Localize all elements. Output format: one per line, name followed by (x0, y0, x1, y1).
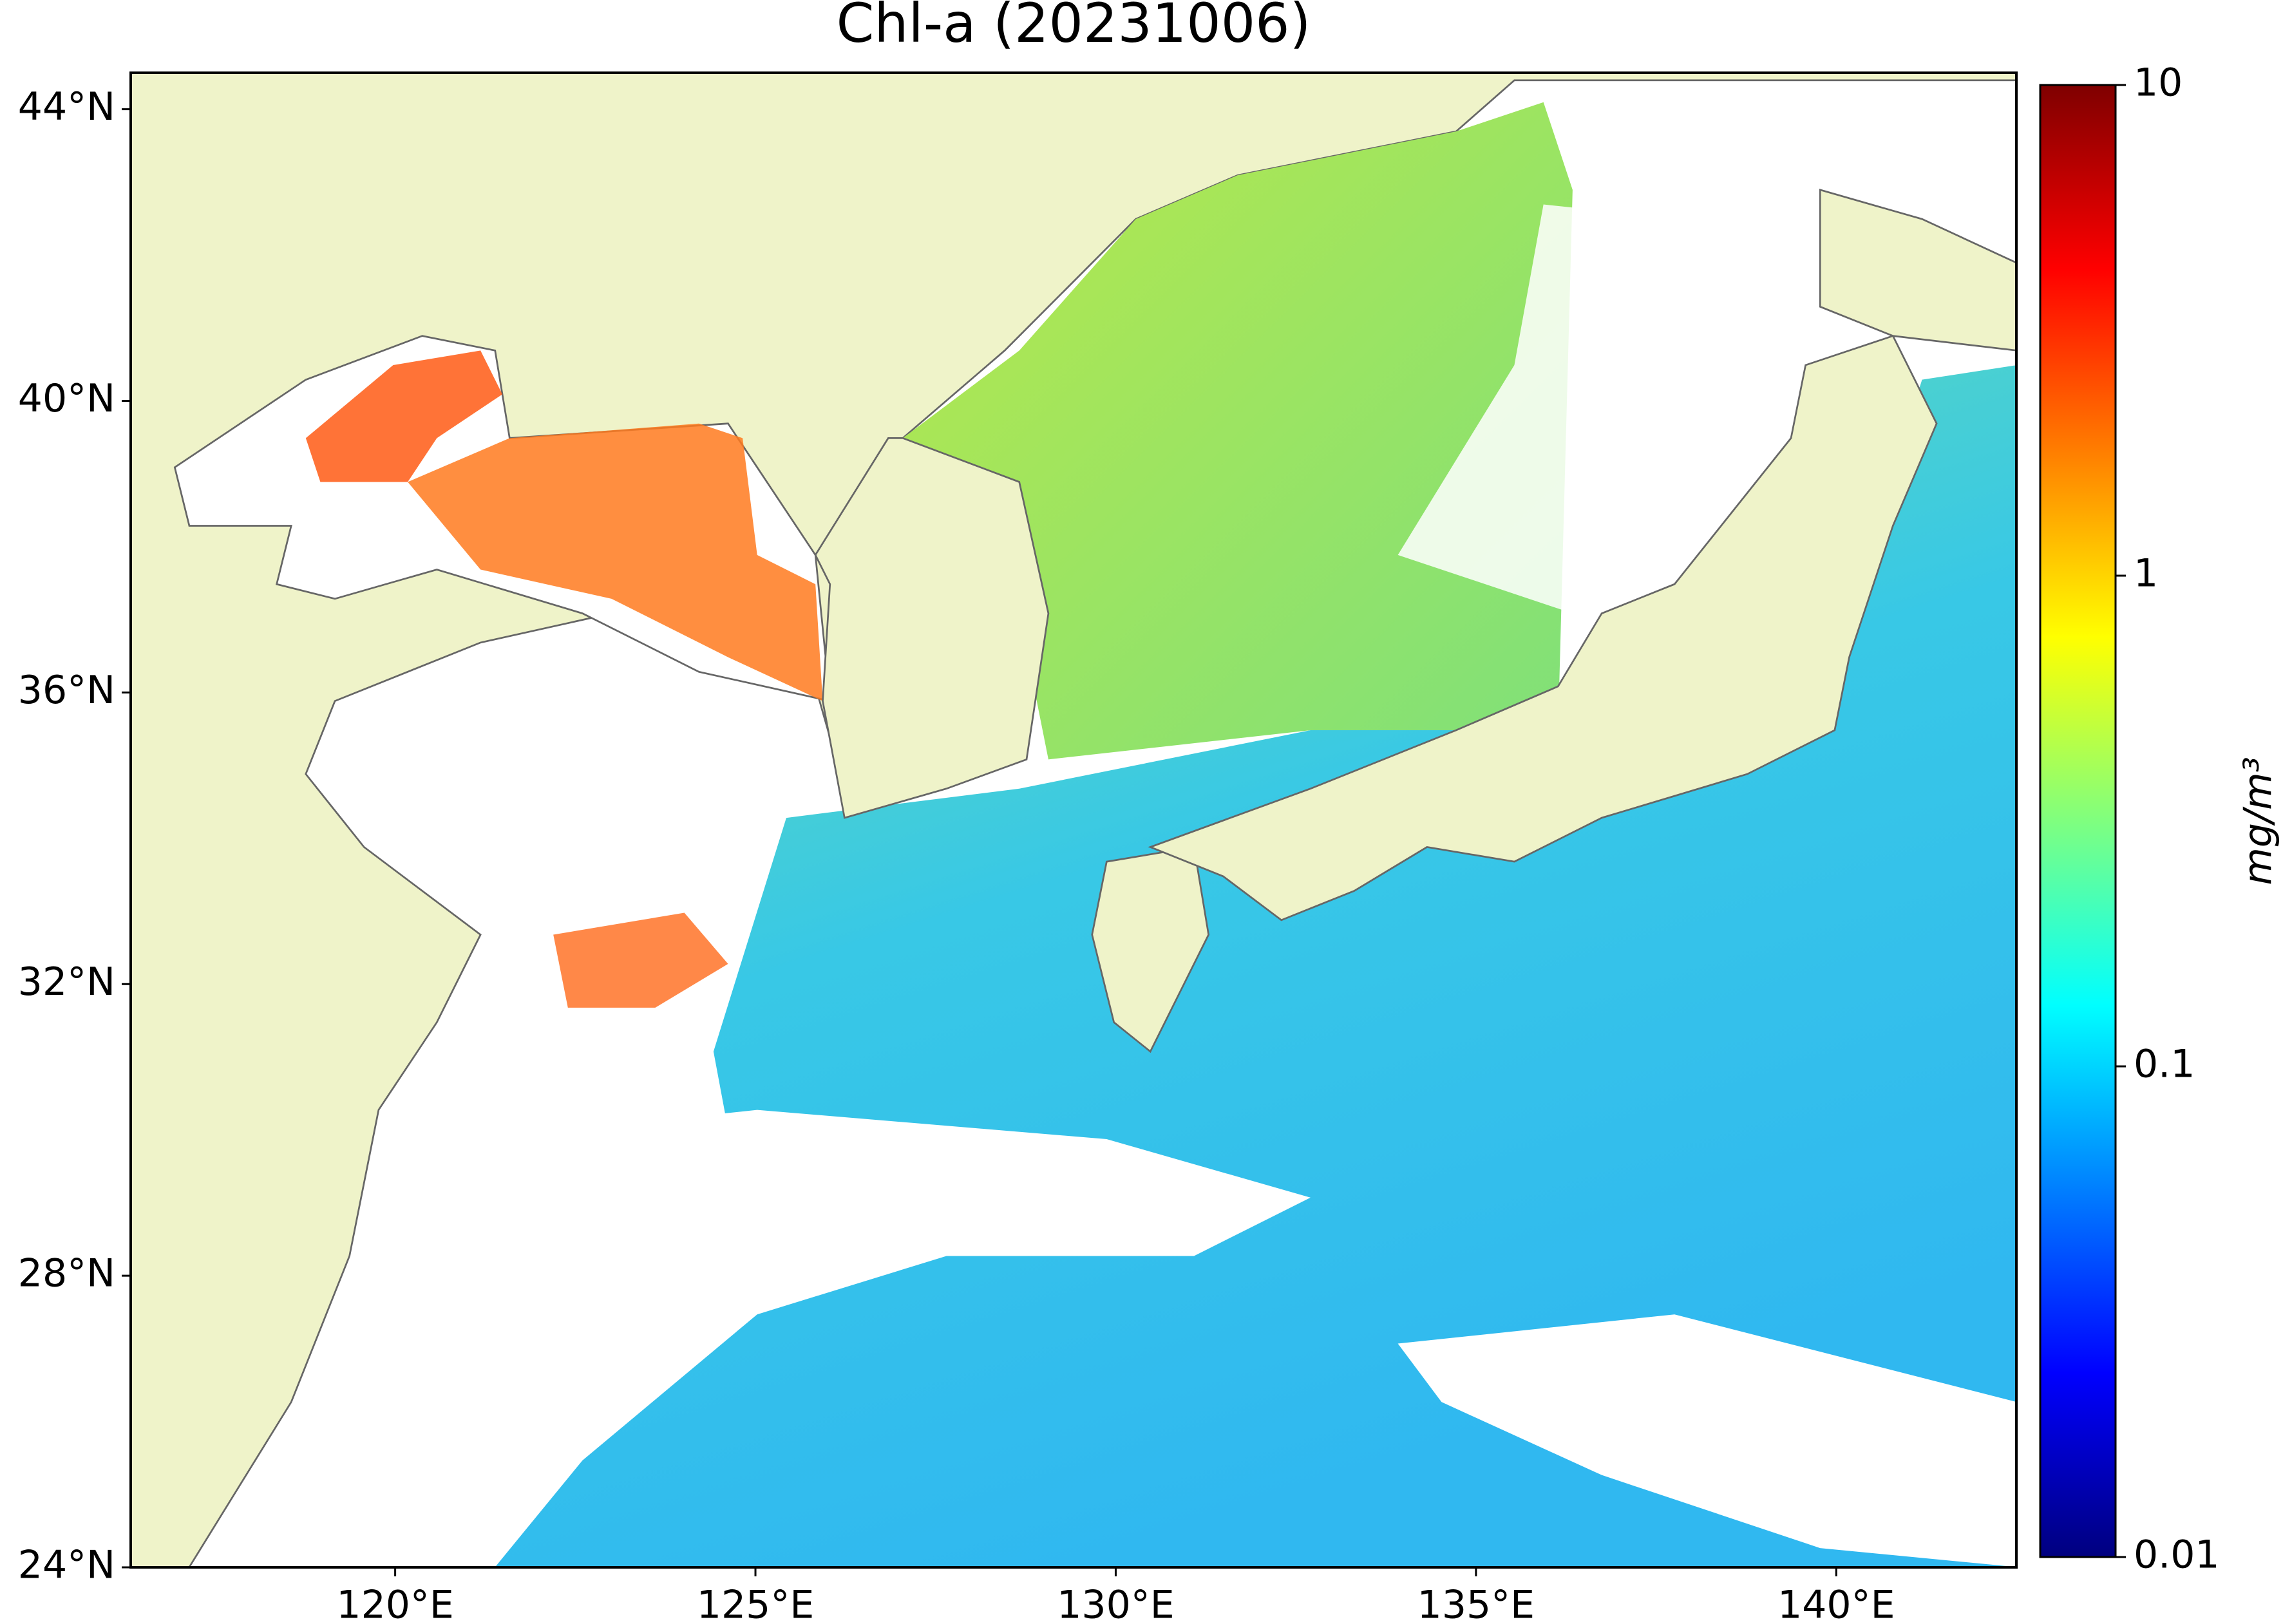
high-chl-bohai (305, 350, 503, 482)
map-drawing (131, 73, 2016, 1567)
x-tick-label: 140°E (1777, 1583, 1895, 1624)
x-tick-label: 135°E (1417, 1583, 1535, 1624)
map-area (131, 73, 2016, 1567)
y-tick-label: 40°N (18, 376, 115, 421)
y-tick-label: 28°N (18, 1251, 115, 1296)
high-chl-shelf (553, 912, 728, 1008)
hokkaido (1819, 189, 2016, 352)
map-title: Chl-a (20231006) (837, 0, 1311, 55)
colorbar-label: mg/m³ (2236, 757, 2281, 885)
japan-sea (902, 102, 1573, 760)
axis-ticks: 120°E 125°E 130°E 135°E 140°E 24°N 28°N 32°N 36°… (18, 61, 2220, 1624)
colorbar-tick-label: 0.1 (2134, 1042, 2195, 1087)
x-tick-label: 130°E (1057, 1583, 1174, 1624)
map-frame (129, 71, 2018, 1569)
colorbar (2039, 84, 2117, 1558)
cloud-east (1397, 1314, 2016, 1567)
high-chl-yellow-sea (408, 423, 823, 701)
honshu (1148, 334, 1938, 921)
cloud-south (291, 1109, 1311, 1567)
x-tick-label: 125°E (697, 1583, 814, 1624)
x-tick-label: 120°E (336, 1583, 453, 1624)
y-tick-label: 32°N (18, 959, 115, 1005)
cloud-north (1397, 204, 1821, 614)
colorbar-tick-label: 0.01 (2134, 1533, 2220, 1578)
colorbar-tick-label: 1 (2134, 551, 2158, 596)
korea (814, 437, 1050, 819)
y-tick-label: 36°N (18, 668, 115, 713)
y-tick-label: 44°N (18, 84, 115, 129)
y-tick-label: 24°N (18, 1543, 115, 1588)
colorbar-tick-label: 10 (2134, 61, 2183, 106)
